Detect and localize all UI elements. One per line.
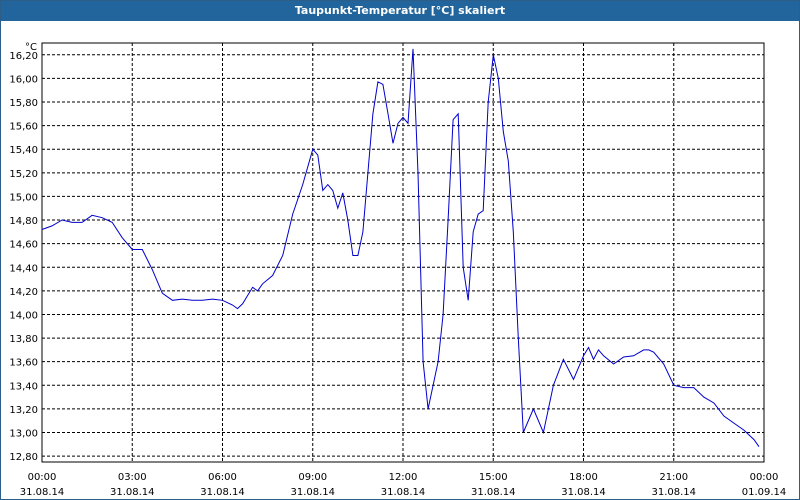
y-tick-label: 15,80	[9, 98, 38, 109]
y-tick-label: 13,80	[9, 334, 38, 345]
x-tick-time: 06:00	[208, 472, 237, 483]
series-line-dewpoint	[41, 48, 760, 447]
x-tick-date: 31.08.14	[290, 487, 335, 498]
x-tick-time: 12:00	[389, 472, 418, 483]
y-tick-label: 13,40	[9, 381, 38, 392]
x-tick-date: 01.09.14	[742, 487, 787, 498]
y-tick-label: 15,40	[9, 145, 38, 156]
x-tick-date: 31.08.14	[381, 487, 426, 498]
y-tick-label: 15,00	[9, 192, 38, 203]
chart-title: Taupunkt-Temperatur [°C] skaliert	[1, 1, 799, 21]
x-tick-date: 31.08.14	[471, 487, 516, 498]
x-tick-date: 31.08.14	[110, 487, 155, 498]
y-tick-label: 12,80	[9, 452, 38, 463]
y-tick-label: 13,00	[9, 428, 38, 439]
x-tick-time: 18:00	[569, 472, 598, 483]
y-tick-label: 15,60	[9, 122, 38, 133]
y-tick-label: 14,80	[9, 216, 38, 227]
x-tick-date: 31.08.14	[561, 487, 606, 498]
x-tick-date: 31.08.14	[200, 487, 245, 498]
x-tick-time: 00:00	[28, 472, 57, 483]
y-tick-label: 14,20	[9, 287, 38, 298]
grid	[42, 43, 764, 462]
x-tick-date: 31.08.14	[651, 487, 696, 498]
y-tick-label: 16,00	[9, 74, 38, 85]
x-tick-time: 09:00	[298, 472, 327, 483]
y-tick-label: 13,20	[9, 405, 38, 416]
y-tick-label: 15,20	[9, 169, 38, 180]
y-tick-label: 14,60	[9, 240, 38, 251]
y-tick-label: 16,20	[9, 51, 38, 62]
plot-area	[41, 42, 765, 463]
x-tick-time: 15:00	[479, 472, 508, 483]
y-tick-label: 13,60	[9, 358, 38, 369]
x-tick-time: 21:00	[659, 472, 688, 483]
x-tick-date: 31.08.14	[20, 487, 65, 498]
y-unit-label: °C	[25, 42, 37, 53]
x-tick-time: 00:00	[750, 472, 779, 483]
y-tick-label: 14,00	[9, 310, 38, 321]
x-tick-time: 03:00	[118, 472, 147, 483]
x-axis: 00:00 31.08.14 03:00 31.08.14 06:00 31.08.14 0…	[20, 472, 787, 498]
y-axis: 12,80 13,00 13,20 13,40 13,60 13,80 14,00 14,20…	[9, 51, 38, 463]
y-tick-label: 14,40	[9, 263, 38, 274]
chart-svg: 12,80 13,00 13,20 13,40 13,60 13,80 14,00 14,20…	[9, 42, 787, 498]
